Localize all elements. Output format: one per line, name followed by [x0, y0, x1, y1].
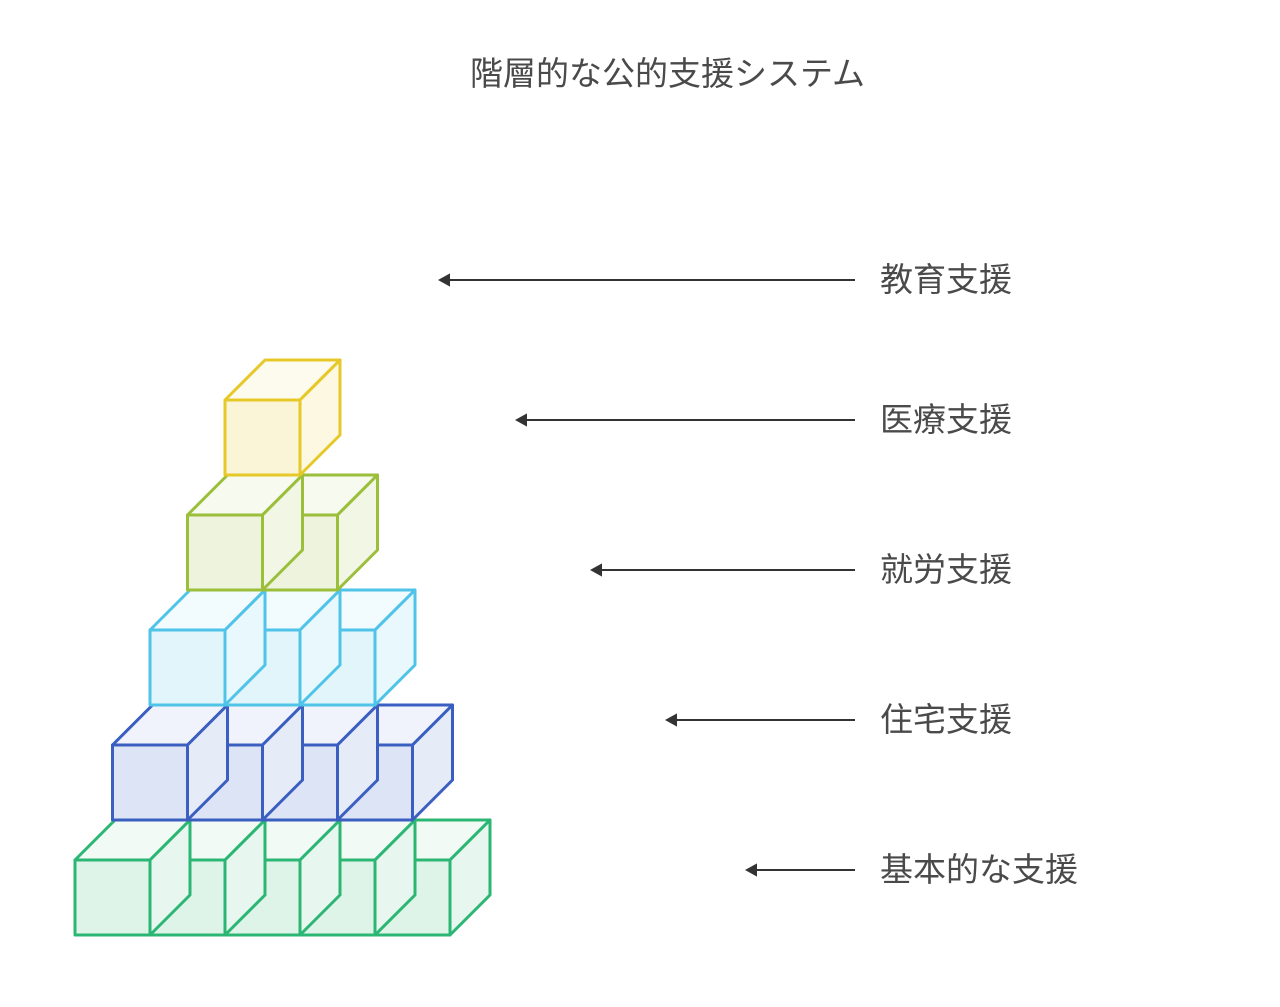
pyramid-row — [150, 590, 415, 705]
cube-layer — [75, 360, 490, 935]
arrow-head-icon — [745, 863, 757, 876]
level-label: 教育支援 — [880, 261, 1012, 298]
pyramid-row — [225, 360, 340, 475]
level-label: 住宅支援 — [880, 701, 1012, 738]
arrow-head-icon — [515, 413, 527, 426]
pyramid-row — [188, 475, 378, 590]
arrow-head-icon — [665, 713, 677, 726]
pyramid-row — [75, 820, 490, 935]
cube-front — [113, 745, 188, 820]
pyramid-diagram: 階層的な公的支援システム 基本的な支援住宅支援 就労支援 医療支援 教育支援 — [0, 0, 1280, 1007]
arrow-head-icon — [438, 273, 450, 286]
pyramid-row — [113, 705, 453, 820]
diagram-title: 階層的な公的支援システム — [470, 55, 865, 92]
arrow-head-icon — [590, 563, 602, 576]
arrow-layer — [438, 273, 855, 876]
cube-front — [75, 860, 150, 935]
level-label: 医療支援 — [880, 401, 1012, 438]
cube-front — [188, 515, 263, 590]
level-label: 基本的な支援 — [880, 851, 1078, 888]
level-label: 就労支援 — [880, 551, 1012, 588]
cube-front — [150, 630, 225, 705]
cube-front — [225, 400, 300, 475]
label-layer: 基本的な支援住宅支援 就労支援 医療支援 教育支援 — [880, 261, 1078, 888]
